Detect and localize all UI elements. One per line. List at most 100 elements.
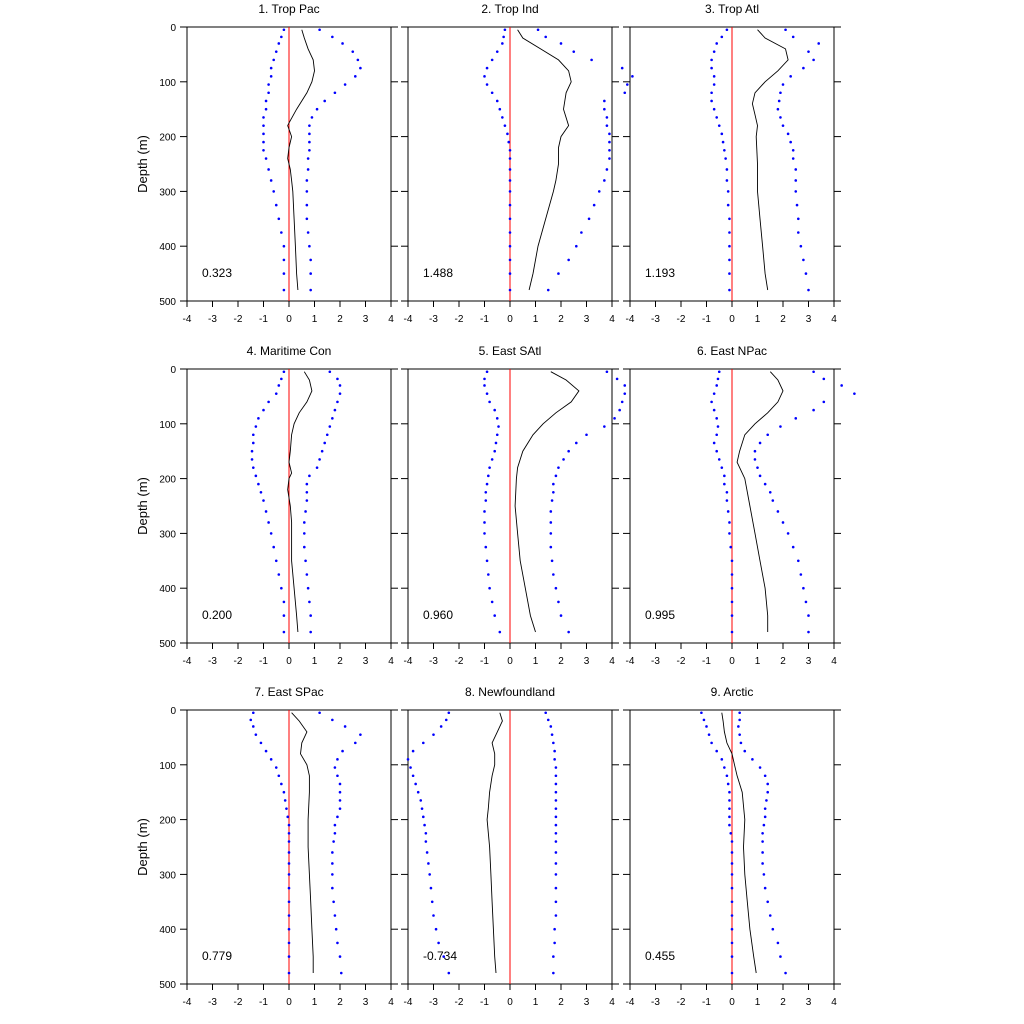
x-tick-label: -3 — [208, 314, 217, 325]
x-tick-label: -2 — [234, 997, 243, 1008]
lower-bound-dot — [723, 474, 726, 478]
lower-bound-dot — [287, 971, 291, 975]
panel-statistic: 1.488 — [423, 266, 453, 280]
upper-bound-dot — [315, 107, 319, 111]
lower-bound-dot — [262, 140, 265, 144]
upper-bound-dot — [331, 851, 334, 854]
lower-bound-dot — [729, 545, 733, 549]
upper-bound-dot — [554, 862, 558, 865]
lower-bound-dot — [712, 75, 716, 78]
y-tick-label: 300 — [159, 187, 176, 198]
upper-bound-dot — [822, 377, 826, 381]
upper-bound-dot — [554, 766, 558, 769]
lower-bound-dot — [264, 749, 268, 753]
lower-bound-dot — [409, 766, 412, 769]
lower-bound-dot — [437, 941, 440, 945]
panel-statistic: 0.995 — [645, 608, 675, 622]
upper-bound-dot — [308, 124, 311, 127]
lower-bound-dot — [447, 711, 451, 715]
upper-bound-dot — [304, 510, 307, 513]
upper-bound-dot — [791, 157, 795, 160]
upper-bound-dot — [338, 782, 342, 786]
x-tick-label: 4 — [609, 314, 615, 325]
upper-bound-dot — [597, 190, 601, 193]
upper-bound-dot — [794, 179, 798, 182]
lower-bound-dot — [282, 28, 286, 32]
y-tick-label: 300 — [159, 870, 176, 881]
upper-bound-dot — [554, 586, 558, 590]
upper-bound-dot — [554, 900, 558, 904]
upper-bound-dot — [336, 941, 339, 945]
panel-9: 9. Arctic -4 -3 -2 -1 0 1 2 3 4 0.455 — [623, 685, 841, 1008]
lower-bound-dot — [717, 458, 721, 461]
upper-bound-dot — [799, 573, 803, 576]
lower-bound-dot — [503, 28, 507, 32]
upper-bound-dot — [550, 499, 554, 502]
panel-title: 5. East SAtl — [479, 344, 542, 358]
lower-bound-dot — [277, 42, 281, 45]
lower-bound-dot — [274, 559, 278, 563]
upper-bound-dot — [779, 955, 782, 958]
upper-bound-dot — [305, 203, 309, 207]
lower-bound-dot — [267, 521, 270, 524]
lower-bound-dot — [712, 441, 716, 445]
x-tick-label: -2 — [677, 997, 686, 1008]
lower-bound-dot — [728, 532, 731, 535]
x-tick-label: -4 — [626, 656, 635, 667]
upper-bound-dot — [308, 140, 311, 144]
lower-bound-dot — [707, 733, 711, 736]
x-tick-label: 2 — [558, 314, 564, 325]
lower-bound-dot — [730, 914, 734, 917]
lower-bound-dot — [411, 749, 415, 753]
lower-bound-dot — [277, 217, 281, 221]
panel-title: 8. Newfoundland — [465, 685, 555, 699]
panel-6: 6. East NPac -4 -3 -2 -1 0 1 2 3 4 0.995 — [623, 344, 856, 667]
lower-bound-dot — [250, 458, 254, 461]
lower-bound-dot — [730, 862, 734, 865]
lower-bound-dot — [485, 559, 489, 563]
upper-bound-dot — [549, 521, 553, 524]
upper-bound-dot — [554, 782, 558, 786]
upper-bound-dot — [333, 408, 337, 412]
lower-bound-dot — [252, 433, 255, 437]
panel-title: 1. Trop Pac — [258, 2, 319, 16]
lower-bound-dot — [730, 851, 734, 854]
lower-bound-dot — [493, 449, 497, 453]
upper-bound-dot — [554, 886, 558, 890]
lower-bound-dot — [428, 873, 431, 876]
upper-bound-dot — [331, 35, 334, 39]
lower-bound-dot — [501, 116, 504, 119]
upper-bound-dot — [765, 799, 768, 802]
upper-bound-dot — [309, 258, 312, 262]
upper-bound-dot — [761, 862, 764, 865]
upper-bound-dot — [557, 272, 560, 275]
upper-bound-dot — [336, 377, 339, 381]
upper-bound-dot — [305, 491, 309, 494]
lower-bound-dot — [702, 718, 706, 722]
upper-bound-dot — [331, 862, 334, 865]
lower-bound-dot — [444, 718, 448, 722]
upper-bound-dot — [562, 458, 565, 461]
lower-bound-dot — [262, 132, 265, 136]
lower-bound-dot — [252, 466, 255, 469]
lower-bound-dot — [710, 66, 713, 70]
x-tick-label: 3 — [806, 314, 812, 325]
upper-bound-dot — [308, 244, 311, 248]
upper-bound-dot — [310, 116, 314, 119]
upper-bound-dot — [552, 573, 555, 576]
lower-bound-dot — [730, 573, 734, 576]
upper-bound-dot — [552, 482, 555, 486]
lower-bound-dot — [498, 107, 502, 111]
lower-bound-dot — [728, 815, 731, 819]
lower-bound-dot — [726, 203, 730, 207]
x-tick-label: 3 — [363, 997, 369, 1008]
upper-bound-dot — [557, 466, 560, 469]
upper-bound-dot — [320, 449, 324, 453]
upper-bound-dot — [613, 417, 616, 420]
lower-bound-dot — [422, 741, 425, 745]
y-axis-label: Depth (m) — [135, 818, 150, 876]
upper-bound-dot — [549, 545, 553, 549]
upper-bound-dot — [751, 758, 754, 761]
y-tick-label: 0 — [170, 365, 176, 376]
